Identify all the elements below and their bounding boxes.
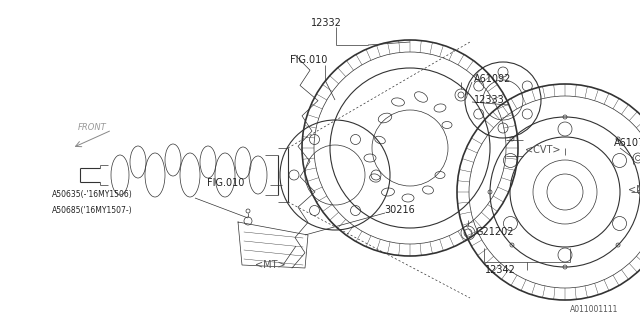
Text: FIG.010: FIG.010 bbox=[207, 178, 244, 188]
Text: FIG.010: FIG.010 bbox=[290, 55, 328, 65]
Text: A61074: A61074 bbox=[614, 138, 640, 148]
Text: A50635(-'16MY1506): A50635(-'16MY1506) bbox=[52, 190, 132, 199]
Text: <MT>: <MT> bbox=[628, 185, 640, 195]
Text: <MT>: <MT> bbox=[255, 260, 285, 270]
Text: 12333: 12333 bbox=[474, 95, 505, 105]
Text: G21202: G21202 bbox=[475, 227, 513, 237]
Text: A61092: A61092 bbox=[474, 74, 511, 84]
Text: 12332: 12332 bbox=[310, 18, 341, 28]
Text: 12342: 12342 bbox=[484, 265, 515, 275]
Text: 30216: 30216 bbox=[384, 205, 415, 215]
Text: A011001111: A011001111 bbox=[570, 306, 618, 315]
Text: <CVT>: <CVT> bbox=[525, 145, 561, 155]
Text: A50685('16MY1507-): A50685('16MY1507-) bbox=[52, 205, 132, 214]
Text: FRONT: FRONT bbox=[78, 124, 107, 132]
